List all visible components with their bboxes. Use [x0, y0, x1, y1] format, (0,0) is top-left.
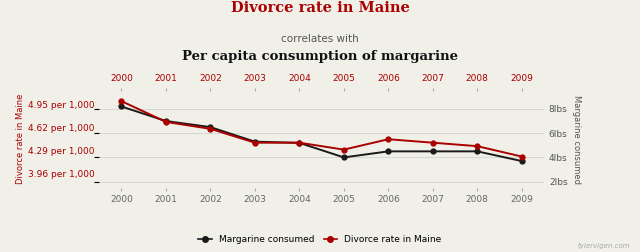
Legend: Margarine consumed, Divorce rate in Maine: Margarine consumed, Divorce rate in Main…	[195, 231, 445, 247]
Y-axis label: Margarine consumed: Margarine consumed	[573, 95, 582, 184]
Y-axis label: Divorce rate in Maine: Divorce rate in Maine	[16, 94, 25, 184]
Text: Divorce rate in Maine: Divorce rate in Maine	[230, 1, 410, 15]
Text: Per capita consumption of margarine: Per capita consumption of margarine	[182, 50, 458, 64]
Text: tylervigen.com: tylervigen.com	[578, 243, 630, 249]
Text: correlates with: correlates with	[281, 34, 359, 44]
